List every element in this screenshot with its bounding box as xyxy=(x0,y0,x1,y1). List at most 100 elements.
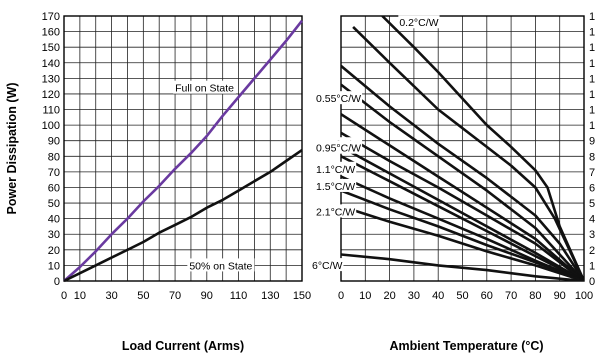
right-x-tick-label: 70 xyxy=(505,290,517,302)
right-y-tick-label: 3 xyxy=(589,229,595,241)
right-y-tick-label: 1 xyxy=(589,27,595,39)
full-on-state-label-bg xyxy=(173,80,237,94)
right-y-tick-label: 9 xyxy=(589,136,595,148)
right-x-tick-label: 90 xyxy=(554,290,566,302)
thermal-resistance-label: 6°C/W xyxy=(312,260,343,272)
thermal-curve-5 xyxy=(341,131,584,281)
left-x-axis-title: Load Current (Arms) xyxy=(122,339,244,353)
x-tick-label: 70 xyxy=(169,290,181,302)
right-x-tick-label: 0 xyxy=(338,290,344,302)
thermal-resistance-label: 1.5°C/W xyxy=(316,181,355,193)
right-x-tick-label: 10 xyxy=(359,290,371,302)
right-y-tick-label: 1 xyxy=(589,11,595,23)
right-y-tick-label: 8 xyxy=(589,151,595,163)
thermal-curve-0 xyxy=(381,16,584,281)
thermal-label-bg xyxy=(315,161,357,175)
right-y-tick-label: 4 xyxy=(589,214,595,226)
thermal-resistance-label: 0.95°C/W xyxy=(316,143,361,155)
y-tick-label: 170 xyxy=(42,11,60,23)
y-tick-label: 70 xyxy=(48,167,60,179)
right-x-tick-label: 20 xyxy=(383,290,395,302)
left-y-axis-title: Power Dissipation (W) xyxy=(5,83,19,215)
thermal-curve-6 xyxy=(341,145,584,281)
half-on-state-label: 50% on State xyxy=(189,260,252,272)
y-tick-label: 160 xyxy=(42,27,60,39)
y-tick-label: 90 xyxy=(48,136,60,148)
y-tick-label: 120 xyxy=(42,89,60,101)
thermal-resistance-label: 0.55°C/W xyxy=(316,93,361,105)
series-line-full-on-state xyxy=(63,19,304,282)
y-tick-label: 40 xyxy=(48,214,60,226)
right-y-tick-label: 6 xyxy=(589,182,595,194)
right-x-axis-title: Ambient Temperature (°C) xyxy=(389,339,543,353)
y-tick-label: 80 xyxy=(48,151,60,163)
right-y-tick-label: 1 xyxy=(589,105,595,117)
right-y-tick-label: 2 xyxy=(589,245,595,257)
plot-frame xyxy=(63,15,303,282)
right-x-tick-label: 40 xyxy=(432,290,444,302)
y-tick-label: 100 xyxy=(42,120,60,132)
y-tick-label: 20 xyxy=(48,245,60,257)
thermal-curve-9 xyxy=(341,189,584,281)
y-tick-label: 60 xyxy=(48,182,60,194)
right-x-tick-label: 100 xyxy=(575,290,593,302)
x-tick-label: 110 xyxy=(230,290,248,302)
right-y-tick-label: 1 xyxy=(589,42,595,54)
y-tick-label: 30 xyxy=(48,229,60,241)
right-y-tick-label: 5 xyxy=(589,198,595,210)
thermal-resistance-labels: 0.2°C/W0.55°C/W0.75°C/W0.95°C/W1.1°C/W1.… xyxy=(311,15,440,272)
right-y-tick-label: 7 xyxy=(589,167,595,179)
thermal-label-bg xyxy=(398,15,440,29)
right-x-tick-label: 60 xyxy=(481,290,493,302)
right-y-tick-label: 1 xyxy=(589,89,595,101)
x-tick-label: 0 xyxy=(61,290,67,302)
right-x-tick-label: 80 xyxy=(529,290,541,302)
x-tick-label: 50 xyxy=(137,290,149,302)
y-tick-label: 110 xyxy=(42,105,60,117)
thermal-resistance-label: 0.2°C/W xyxy=(399,17,438,29)
x-tick-label: 10 xyxy=(74,290,86,302)
half-on-state-label-bg xyxy=(187,258,255,272)
x-tick-label: 30 xyxy=(105,290,117,302)
right-series xyxy=(341,16,584,281)
x-tick-label: 90 xyxy=(201,290,213,302)
thermal-curve-3 xyxy=(341,83,584,281)
right-y-tick-label: 1 xyxy=(589,73,595,85)
thermal-curve-1 xyxy=(352,25,584,281)
left-tick-labels: 0102030405060708090100110120130140150160… xyxy=(42,11,312,302)
thermal-label-bg xyxy=(315,91,363,105)
left-grid xyxy=(63,15,303,282)
right-y-tick-label: 1 xyxy=(589,260,595,272)
y-tick-label: 50 xyxy=(48,198,60,210)
y-tick-label: 0 xyxy=(54,276,60,288)
right-x-tick-label: 50 xyxy=(456,290,468,302)
thermal-label-bg xyxy=(315,204,357,218)
thermal-curve-4 xyxy=(341,113,584,281)
y-tick-label: 10 xyxy=(48,260,60,272)
thermal-resistance-label: 1.1°C/W xyxy=(316,164,355,176)
right-y-tick-label: 0 xyxy=(589,276,595,288)
left-series xyxy=(63,19,304,283)
y-tick-label: 150 xyxy=(42,42,60,54)
power-vs-temperature-plot: 0.2°C/W0.55°C/W0.75°C/W0.95°C/W1.1°C/W1.… xyxy=(311,11,595,353)
full-on-state-label: Full on State xyxy=(175,83,234,95)
right-x-tick-label: 30 xyxy=(408,290,420,302)
series-line-half-on-state xyxy=(63,149,303,283)
power-vs-current-plot: Full on State 50% on State 0 10 20 30 40 50 60… xyxy=(5,11,311,353)
thermal-label-bg xyxy=(311,258,344,272)
y-tick-label: 140 xyxy=(42,58,60,70)
thermal-curve-2 xyxy=(341,64,584,281)
thermal-label-bg xyxy=(315,140,363,154)
thermal-curve-11 xyxy=(341,253,584,281)
thermal-label-bg xyxy=(315,178,357,192)
thermal-curve-10 xyxy=(341,204,584,281)
right-y-tick-label: 1 xyxy=(589,120,595,132)
x-tick-label: 150 xyxy=(293,290,311,302)
thermal-resistance-label: 2.1°C/W xyxy=(316,206,355,218)
thermal-curve-7 xyxy=(341,155,584,281)
right-y-tick-label: 1 xyxy=(589,58,595,70)
y-tick-label: 130 xyxy=(42,73,60,85)
x-tick-label: 130 xyxy=(261,290,279,302)
